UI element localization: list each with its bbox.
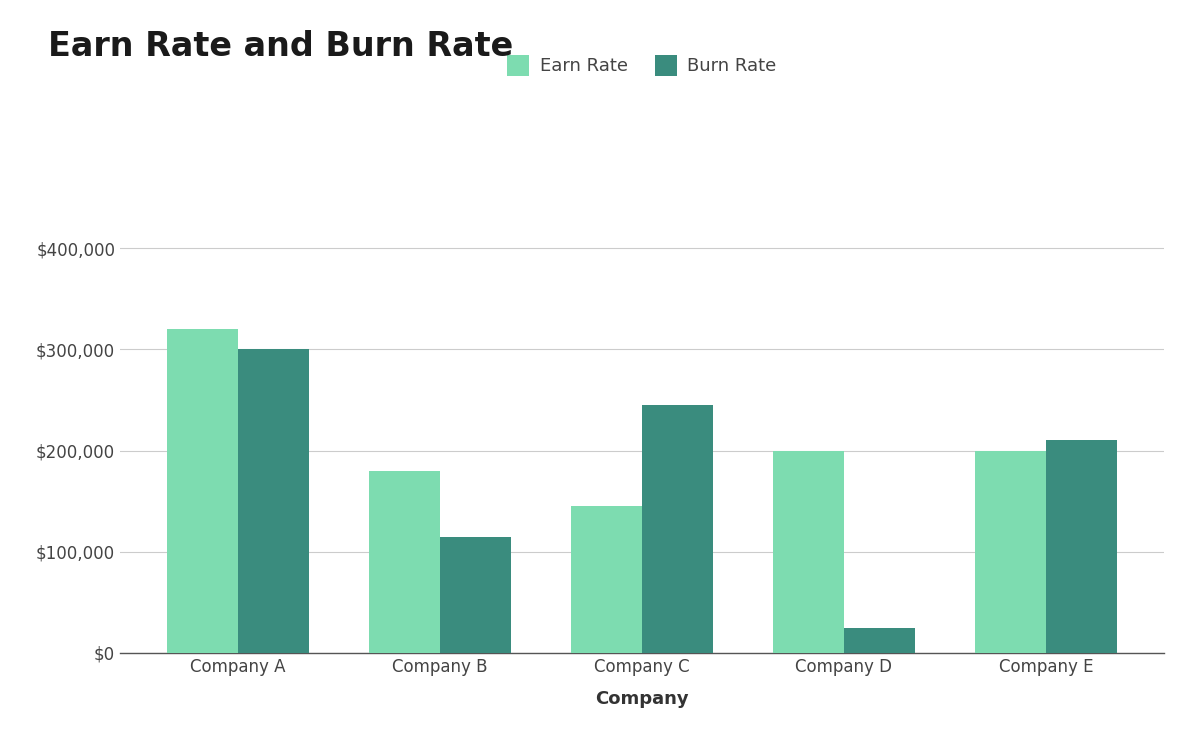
Bar xyxy=(440,536,511,653)
Bar xyxy=(238,349,308,653)
Bar xyxy=(1046,441,1116,653)
Bar xyxy=(571,506,642,653)
Bar xyxy=(773,450,844,653)
Bar xyxy=(844,628,914,653)
Bar xyxy=(168,329,238,653)
Text: Earn Rate and Burn Rate: Earn Rate and Burn Rate xyxy=(48,30,514,62)
Legend: Earn Rate, Burn Rate: Earn Rate, Burn Rate xyxy=(500,47,784,83)
Bar xyxy=(642,405,713,653)
Bar xyxy=(976,450,1046,653)
Bar xyxy=(370,471,440,653)
X-axis label: Company: Company xyxy=(595,690,689,708)
